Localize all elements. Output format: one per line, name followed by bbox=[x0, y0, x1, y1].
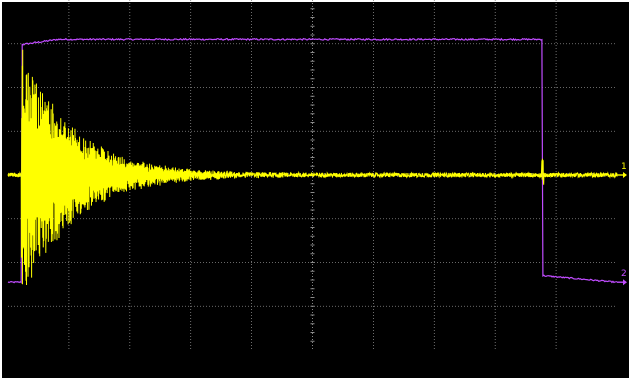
marker-arrow-icon bbox=[623, 279, 627, 286]
traces bbox=[7, 37, 618, 286]
channel-1-marker: 1 bbox=[617, 162, 627, 178]
marker-arrow-icon bbox=[623, 172, 627, 178]
channel-markers: 12 bbox=[617, 162, 627, 286]
channel-2-marker: 2 bbox=[617, 269, 627, 286]
trace-damped-burst bbox=[7, 49, 618, 286]
marker-label: 2 bbox=[621, 269, 627, 279]
trace-gate-pulse bbox=[7, 37, 618, 284]
marker-label: 1 bbox=[621, 162, 627, 172]
